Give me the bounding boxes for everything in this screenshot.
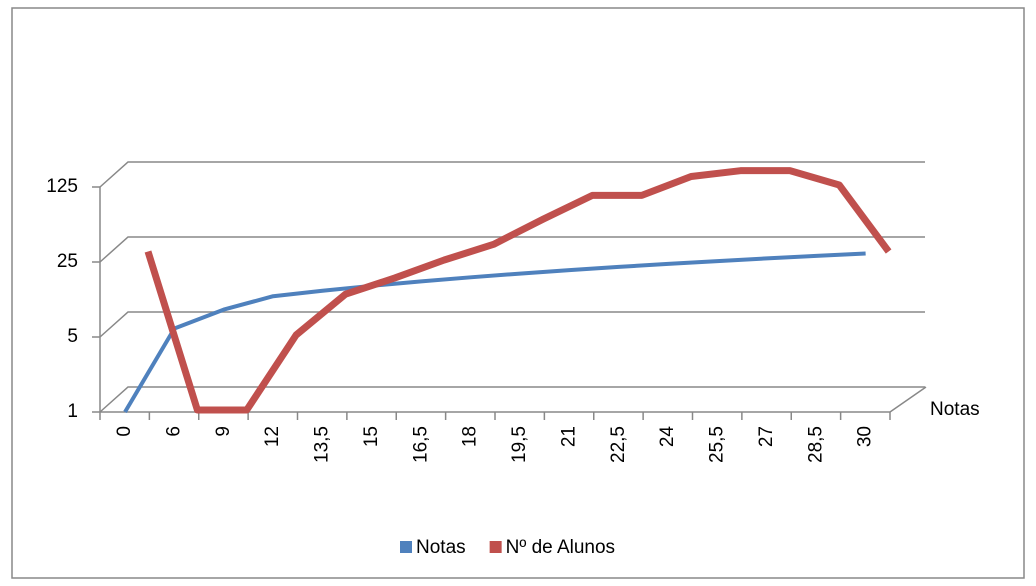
x-tick-label: 15 [361, 426, 382, 447]
y-tick-label: 1 [67, 401, 78, 422]
y-tick-label: 25 [57, 251, 78, 272]
chart-border [11, 7, 1025, 579]
x-tick-label: 13,5 [312, 426, 333, 463]
x-tick-label: 12 [262, 426, 283, 447]
x-tick-label: 28,5 [805, 426, 826, 463]
legend-swatch [400, 541, 412, 553]
x-tick-label: 22,5 [608, 426, 629, 463]
x-tick-label: 9 [213, 426, 234, 437]
legend-label: Notas [416, 537, 466, 558]
legend-label: Nº de Alunos [506, 537, 615, 558]
x-axis-title: Notas [930, 399, 980, 420]
x-tick-label: 27 [756, 426, 777, 447]
x-tick-label: 24 [657, 426, 678, 448]
x-tick-label: 19,5 [509, 426, 530, 463]
grid-line [99, 386, 925, 413]
grid-line [99, 236, 925, 263]
grid-line [99, 161, 925, 188]
line-series [144, 167, 892, 414]
grid-line [99, 311, 925, 338]
x-tick-label: 30 [855, 426, 876, 447]
x-tick-label: 25,5 [707, 426, 728, 463]
x-tick-label: 6 [163, 426, 184, 437]
y-tick-label: 125 [46, 176, 78, 197]
x-tick-label: 0 [114, 426, 135, 437]
legend-swatch [489, 541, 502, 553]
x-tick-label: 18 [460, 426, 481, 447]
x-tick-label: 16,5 [410, 426, 431, 463]
x-tick-label: 21 [558, 426, 579, 447]
y-tick-label: 5 [67, 326, 78, 347]
line-series [123, 251, 866, 414]
